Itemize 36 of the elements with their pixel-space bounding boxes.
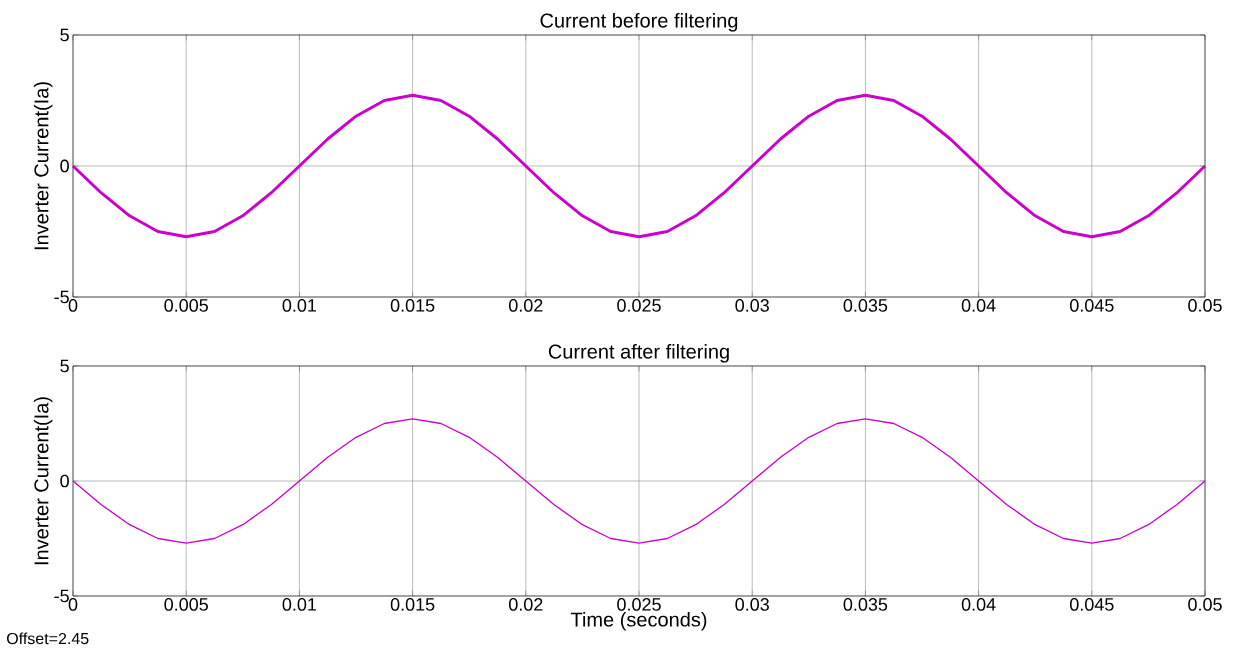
- x-tick-label: 0.03: [735, 299, 769, 312]
- y-tick-label: 0: [60, 159, 69, 173]
- x-tick-label: 0.04: [961, 598, 996, 611]
- y-tick-label: 5: [60, 359, 69, 373]
- x-axis-title: Time (seconds): [570, 611, 707, 631]
- y-tick-label: -5: [54, 589, 69, 603]
- x-tick-label: 0.05: [1188, 299, 1222, 312]
- x-tick-label: 0.015: [390, 299, 435, 312]
- x-tick-label: 0.05: [1188, 598, 1222, 611]
- x-tick-label: 0.045: [1070, 598, 1114, 611]
- y-tick-label: 0: [60, 474, 69, 488]
- x-tick-label: 0.035: [843, 598, 888, 611]
- x-tick-label: 0.03: [735, 598, 769, 611]
- chart-title: Current after filtering: [548, 343, 729, 363]
- x-tick-label: 0.04: [961, 299, 996, 312]
- x-tick-label: 0.025: [617, 299, 661, 312]
- x-tick-label: 0: [68, 598, 78, 611]
- x-tick-label: 0: [68, 299, 78, 312]
- y-tick-label: -5: [54, 290, 69, 304]
- x-tick-label: 0.035: [843, 299, 888, 312]
- line-series: [72, 418, 1206, 544]
- x-tick-label: 0.02: [509, 299, 543, 312]
- y-axis-title: Inverter Current(Ia): [33, 82, 53, 250]
- x-tick-label: 0.015: [390, 598, 435, 611]
- y-tick-label: 5: [60, 28, 69, 42]
- text: Offset=2.45: [7, 632, 89, 645]
- x-tick-label: 0.01: [282, 299, 317, 312]
- x-tick-label: 0.02: [509, 598, 543, 611]
- line-series: [71, 93, 1207, 239]
- y-axis-title: Inverter Current(Ia): [33, 397, 53, 565]
- x-tick-label: 0.005: [164, 598, 208, 611]
- x-tick-label: 0.045: [1070, 299, 1114, 312]
- chart-title: Current before filtering: [540, 12, 738, 32]
- x-tick-label: 0.005: [164, 299, 208, 312]
- x-tick-label: 0.01: [282, 598, 317, 611]
- x-tick-label: 0.025: [617, 598, 661, 611]
